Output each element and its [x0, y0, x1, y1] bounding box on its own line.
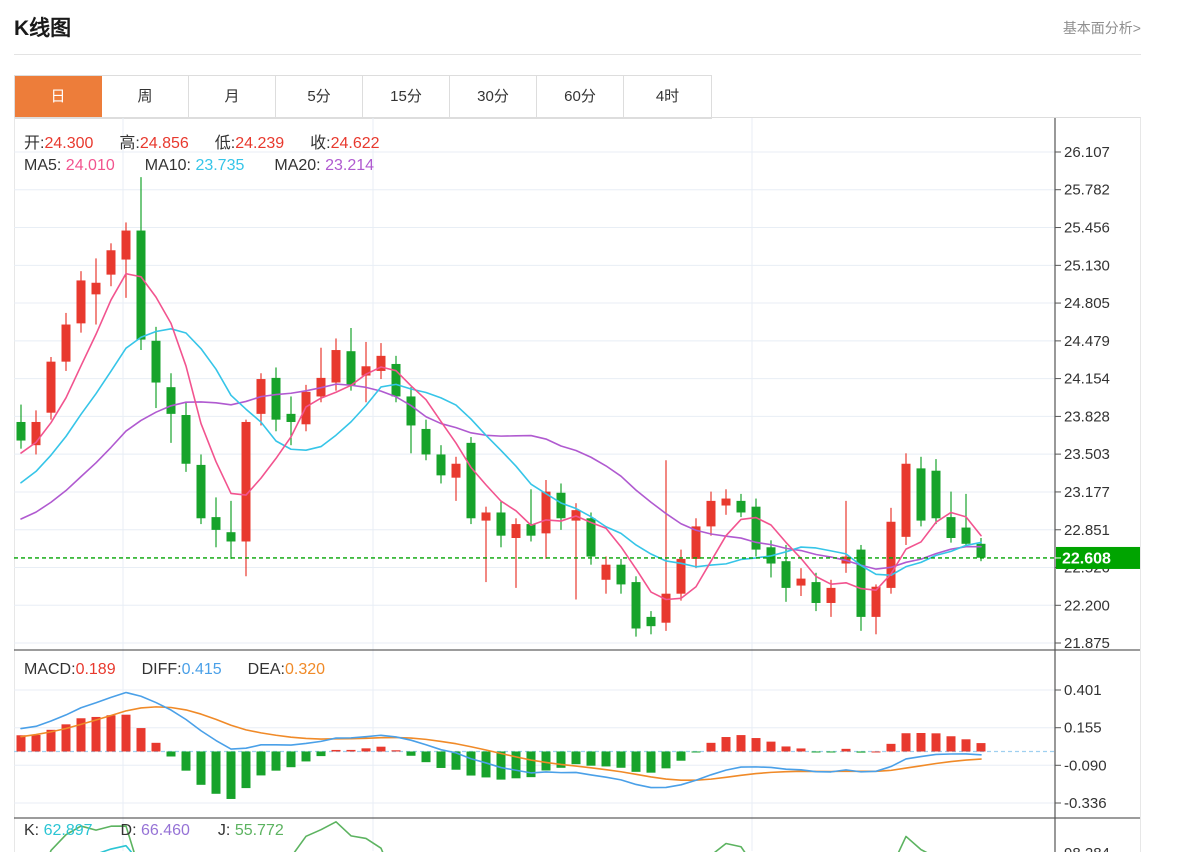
kdj-legend: K: 62.897 D: 66.460 J: 55.772	[24, 822, 284, 840]
ma-legend: MA5: 24.010 MA10: 23.735 MA20: 23.214	[24, 157, 374, 175]
svg-text:24.479: 24.479	[1064, 333, 1110, 350]
ohlc-legend: 开:24.300 高:24.856 低:24.239 收:24.622	[24, 129, 380, 153]
kline-chart-canvas[interactable]: 26.107 25.782 25.456 25.130 24.805 24.479 24.1…	[0, 117, 1186, 852]
k-value: K: 62.897	[24, 822, 93, 839]
svg-text:-0.090: -0.090	[1064, 757, 1107, 774]
svg-text:21.875: 21.875	[1064, 635, 1110, 652]
svg-text:22.608: 22.608	[1062, 550, 1111, 567]
ma5-value: MA5: 24.010	[24, 157, 115, 174]
close-value: 收:24.622	[310, 135, 380, 152]
open-value: 开:24.300	[24, 135, 94, 152]
tab-period-5[interactable]: 30分	[450, 76, 537, 118]
svg-text:0.155: 0.155	[1064, 720, 1102, 737]
macd-legend: MACD:0.189 DIFF:0.415 DEA:0.320	[24, 661, 325, 679]
title-divider	[14, 54, 1141, 55]
tab-period-4[interactable]: 15分	[363, 76, 450, 118]
dea-value: DEA:0.320	[247, 661, 326, 678]
tab-period-2[interactable]: 月	[189, 76, 276, 118]
svg-text:26.107: 26.107	[1064, 144, 1110, 161]
diff-value: DIFF:0.415	[141, 661, 222, 678]
tab-period-7[interactable]: 4时	[624, 76, 711, 118]
ma20-value: MA20: 23.214	[274, 157, 375, 174]
fundamental-analysis-link[interactable]: 基本面分析>	[1062, 20, 1141, 36]
svg-text:22.851: 22.851	[1064, 522, 1110, 539]
svg-text:98.284: 98.284	[1064, 845, 1110, 852]
svg-text:25.130: 25.130	[1064, 257, 1110, 274]
tab-period-1[interactable]: 周	[102, 76, 189, 118]
period-tab-bar: 日周月 5分 15分 30分 60分 4时	[14, 75, 712, 119]
page-title: K线图	[14, 17, 72, 40]
low-value: 低:24.239	[214, 135, 285, 152]
high-value: 高:24.856	[119, 135, 189, 152]
tab-period-3[interactable]: 5分	[276, 76, 363, 118]
tab-period-6[interactable]: 60分	[537, 76, 624, 118]
svg-text:23.828: 23.828	[1064, 408, 1110, 425]
chart-frame	[14, 117, 1141, 852]
svg-text:25.782: 25.782	[1064, 182, 1110, 199]
svg-text:23.503: 23.503	[1064, 446, 1110, 463]
svg-text:-0.336: -0.336	[1064, 795, 1107, 812]
svg-text:24.154: 24.154	[1064, 371, 1110, 388]
macd-value: MACD:0.189	[24, 661, 116, 678]
svg-text:22.200: 22.200	[1064, 597, 1110, 614]
ma10-value: MA10: 23.735	[144, 157, 245, 174]
svg-text:0.401: 0.401	[1064, 682, 1102, 699]
svg-text:23.177: 23.177	[1064, 484, 1110, 501]
j-value: J: 55.772	[217, 822, 284, 839]
d-value: D: 66.460	[120, 822, 190, 839]
svg-text:24.805: 24.805	[1064, 295, 1110, 312]
tab-period-0[interactable]: 日	[15, 76, 102, 118]
svg-text:25.456: 25.456	[1064, 220, 1110, 237]
